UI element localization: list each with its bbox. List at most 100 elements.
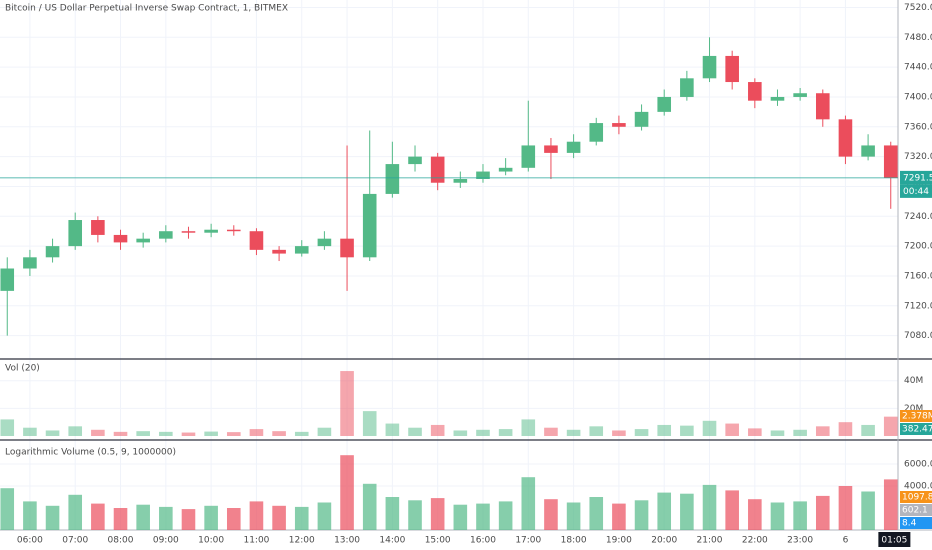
log-volume-bar: [68, 494, 83, 530]
candle-body: [385, 164, 400, 194]
candle-body: [589, 123, 604, 142]
x-tick-label: 06:00: [17, 536, 43, 546]
candle-body: [45, 246, 60, 258]
log-volume-bar: [23, 501, 37, 530]
log-volume-bar: [408, 500, 422, 530]
last-value-box: [900, 504, 932, 516]
candle-body: [544, 145, 558, 153]
candle-body: [362, 193, 377, 258]
candle-body: [136, 238, 150, 243]
volume-bar: [498, 429, 513, 436]
countdown-box: [900, 184, 932, 198]
volume-bar: [770, 430, 785, 436]
candle-body: [91, 220, 105, 235]
last-value-label: 1097.8: [902, 493, 932, 503]
volume-bar: [861, 424, 875, 436]
log-volume-bar: [725, 490, 739, 530]
x-tick-label: 21:00: [697, 536, 723, 546]
x-tick-label: 09:00: [153, 536, 179, 546]
log-volume-bar: [770, 502, 785, 530]
y-tick-label: 7320.0: [904, 152, 932, 162]
log-volume-bar: [793, 501, 807, 530]
volume-bar: [362, 411, 377, 436]
x-tick-label: 6: [843, 536, 849, 546]
volume-bar: [0, 419, 15, 436]
log-volume-bar: [385, 497, 400, 530]
last-price-label: 7291.5: [903, 173, 932, 183]
volume-bar: [521, 419, 536, 436]
volume-bar: [838, 422, 853, 436]
log-volume-bar: [680, 493, 694, 530]
log-volume-bar: [362, 483, 377, 530]
volume-bar: [883, 416, 898, 436]
x-tick-label: 14:00: [379, 536, 405, 546]
candle-body: [657, 96, 672, 112]
log-volume-bar: [702, 484, 717, 530]
log-volume-bar: [45, 505, 60, 530]
last-value-label: 602.1: [902, 506, 928, 516]
last-value-label: 2.378M: [902, 412, 932, 422]
candle-body: [476, 171, 490, 179]
candle-body: [838, 119, 853, 157]
volume-bar: [702, 420, 717, 436]
log-volume-bar: [91, 503, 105, 530]
log-volume-bar: [113, 508, 128, 530]
volume-bar: [566, 429, 581, 436]
candle-body: [815, 93, 830, 120]
volume-bar: [45, 430, 60, 436]
candle-body: [680, 78, 694, 97]
y-tick-label: 7400.0: [904, 92, 932, 102]
volume-bar: [725, 423, 739, 436]
volume-bar: [544, 427, 558, 436]
candle-body: [272, 249, 286, 254]
candle-body: [634, 111, 649, 127]
candle-body: [68, 220, 83, 247]
volume-bar: [385, 423, 400, 436]
y-tick-label: 7160.0: [904, 271, 932, 281]
candle-body: [453, 179, 468, 183]
x-tick-label: 11:00: [243, 536, 269, 546]
log-volume-bar: [453, 504, 468, 530]
y-tick-label: 7080.0: [904, 331, 932, 341]
candle-body: [294, 246, 309, 254]
x-tick-label: 15:00: [425, 536, 451, 546]
candle-body: [408, 156, 422, 165]
volume-bar: [430, 424, 445, 436]
log-volume-bar: [181, 509, 196, 530]
volume-bar: [408, 427, 422, 436]
y-tick-label: 7240.0: [904, 212, 932, 222]
y-tick-label: 40M: [904, 376, 923, 386]
candle-body: [612, 123, 626, 127]
log-volume-bar: [498, 501, 513, 530]
y-tick-label: 7360.0: [904, 122, 932, 132]
log-volume-bar: [589, 497, 604, 530]
candle-body: [770, 96, 785, 101]
candle-body: [181, 231, 196, 233]
log-volume-bar: [294, 506, 309, 530]
log-volume-title: Logarithmic Volume (0.5, 9, 1000000): [5, 448, 176, 458]
volume-bar: [317, 427, 332, 436]
candle-body: [340, 238, 354, 258]
log-volume-bar: [317, 502, 332, 530]
last-value-label: 8.4: [902, 519, 917, 529]
last-value-box: [900, 517, 932, 529]
log-volume-bar: [272, 505, 286, 530]
log-volume-bar: [544, 499, 558, 530]
x-tick-label: 10:00: [198, 536, 224, 546]
log-volume-bar: [634, 500, 649, 530]
x-tick-label: 23:00: [787, 536, 813, 546]
y-tick-label: 7120.0: [904, 301, 932, 311]
current-time-box: [878, 532, 911, 547]
log-volume-bar: [838, 486, 853, 530]
candle-body: [226, 229, 241, 232]
candle-body: [883, 145, 898, 178]
volume-bar: [181, 432, 196, 436]
volume-bar: [793, 429, 807, 436]
x-tick-label: 16:00: [470, 536, 496, 546]
volume-bar: [589, 426, 604, 436]
volume-bar: [657, 424, 672, 436]
candle-body: [0, 268, 15, 291]
log-volume-bar: [861, 491, 875, 530]
